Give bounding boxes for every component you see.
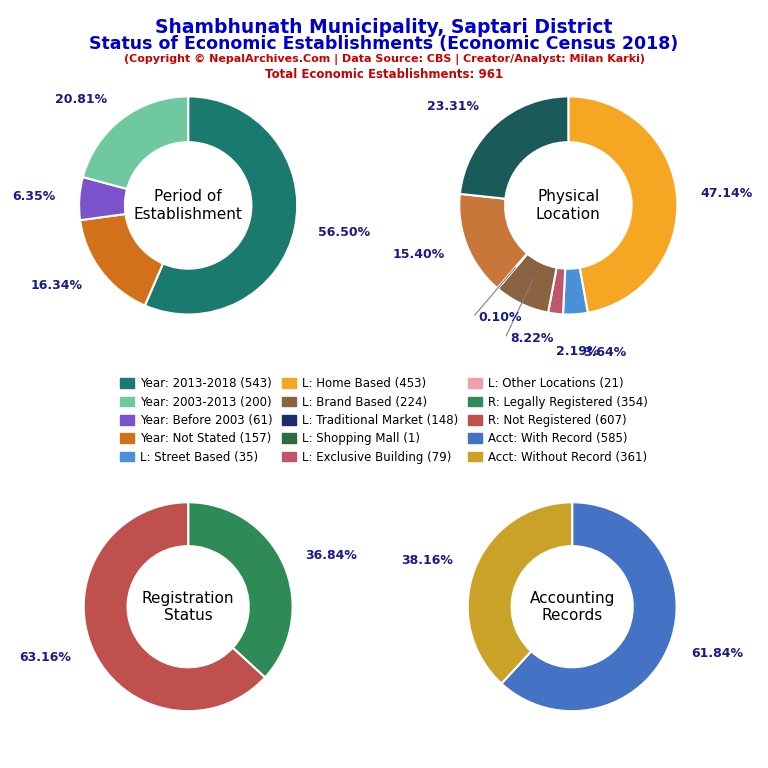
Text: Registration
Status: Registration Status [142,591,234,623]
Text: 20.81%: 20.81% [55,94,108,106]
Text: 63.16%: 63.16% [20,651,71,664]
Wedge shape [498,253,557,313]
Wedge shape [145,97,297,314]
Text: 0.10%: 0.10% [478,311,521,324]
Text: 8.22%: 8.22% [511,332,554,345]
Wedge shape [568,97,677,313]
Wedge shape [548,267,565,314]
Text: Status of Economic Establishments (Economic Census 2018): Status of Economic Establishments (Econo… [89,35,679,52]
Wedge shape [84,502,265,711]
Wedge shape [83,96,188,189]
Text: 6.35%: 6.35% [12,190,55,204]
Text: 15.40%: 15.40% [392,248,445,261]
Text: 3.64%: 3.64% [584,346,627,359]
Text: 47.14%: 47.14% [701,187,753,200]
Wedge shape [459,194,527,288]
Wedge shape [468,502,572,684]
Text: 56.50%: 56.50% [319,226,371,239]
Text: Period of
Establishment: Period of Establishment [134,189,243,222]
Text: 38.16%: 38.16% [402,554,453,567]
Text: 61.84%: 61.84% [691,647,743,660]
Text: Total Economic Establishments: 961: Total Economic Establishments: 961 [265,68,503,81]
Wedge shape [79,177,127,220]
Text: Shambhunath Municipality, Saptari District: Shambhunath Municipality, Saptari Distri… [155,18,613,37]
Text: (Copyright © NepalArchives.Com | Data Source: CBS | Creator/Analyst: Milan Karki: (Copyright © NepalArchives.Com | Data So… [124,54,644,65]
Text: 23.31%: 23.31% [427,100,479,113]
Text: Accounting
Records: Accounting Records [529,591,615,623]
Wedge shape [502,502,677,711]
Text: 2.19%: 2.19% [557,345,600,358]
Text: 36.84%: 36.84% [305,549,356,562]
Wedge shape [80,214,163,306]
Wedge shape [188,502,293,677]
Text: 16.34%: 16.34% [30,280,82,293]
Wedge shape [498,253,528,289]
Wedge shape [563,268,588,315]
Legend: Year: 2013-2018 (543), Year: 2003-2013 (200), Year: Before 2003 (61), Year: Not : Year: 2013-2018 (543), Year: 2003-2013 (… [120,377,648,464]
Wedge shape [460,96,568,199]
Text: Physical
Location: Physical Location [536,189,601,222]
